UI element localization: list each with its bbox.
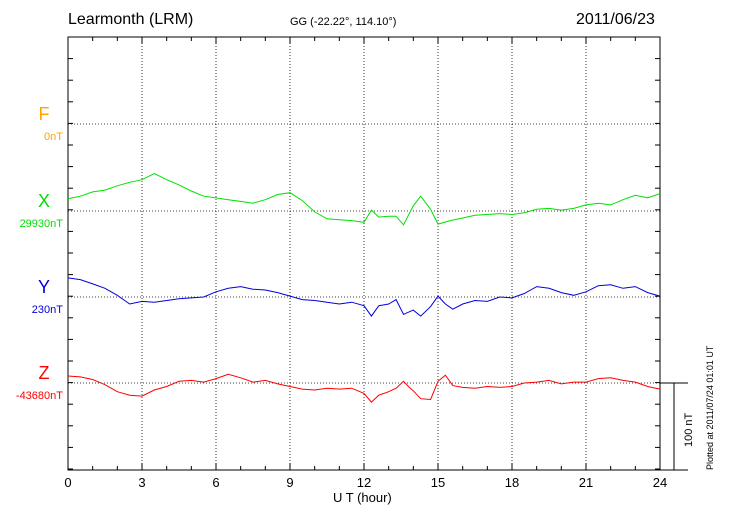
scale-bar-label: 100 nT — [683, 412, 695, 447]
x-tick-label: 15 — [431, 475, 445, 490]
component-baseline-y: 230nT — [32, 304, 63, 316]
x-tick-label: 21 — [579, 475, 593, 490]
x-axis-label: U T (hour) — [333, 490, 392, 505]
component-letter-x: X — [38, 191, 50, 211]
component-baseline-x: 29930nT — [20, 218, 64, 230]
series-line-z — [67, 373, 661, 403]
x-tick-label: 6 — [212, 475, 219, 490]
date-label: 2011/06/23 — [576, 11, 655, 28]
component-letter-f: F — [39, 104, 50, 124]
x-tick-label: 12 — [357, 475, 371, 490]
component-baseline-z: -43680nT — [16, 390, 63, 402]
component-letter-y: Y — [38, 277, 50, 297]
x-tick-label: 0 — [64, 475, 71, 490]
series-line-y — [67, 277, 661, 317]
x-tick-label: 24 — [653, 475, 667, 490]
x-tick-label: 18 — [505, 475, 519, 490]
x-tick-label: 3 — [138, 475, 145, 490]
series-line-x — [67, 173, 661, 226]
x-tick-label: 9 — [286, 475, 293, 490]
station-title: Learmonth (LRM) — [68, 11, 194, 28]
component-letter-z: Z — [39, 363, 50, 383]
plotted-timestamp: Plotted at 2011/07/24 01:01 UT — [705, 345, 715, 470]
coordinates-label: GG (-22.22°, 114.10°) — [290, 16, 397, 28]
component-baseline-f: 0nT — [44, 131, 63, 143]
